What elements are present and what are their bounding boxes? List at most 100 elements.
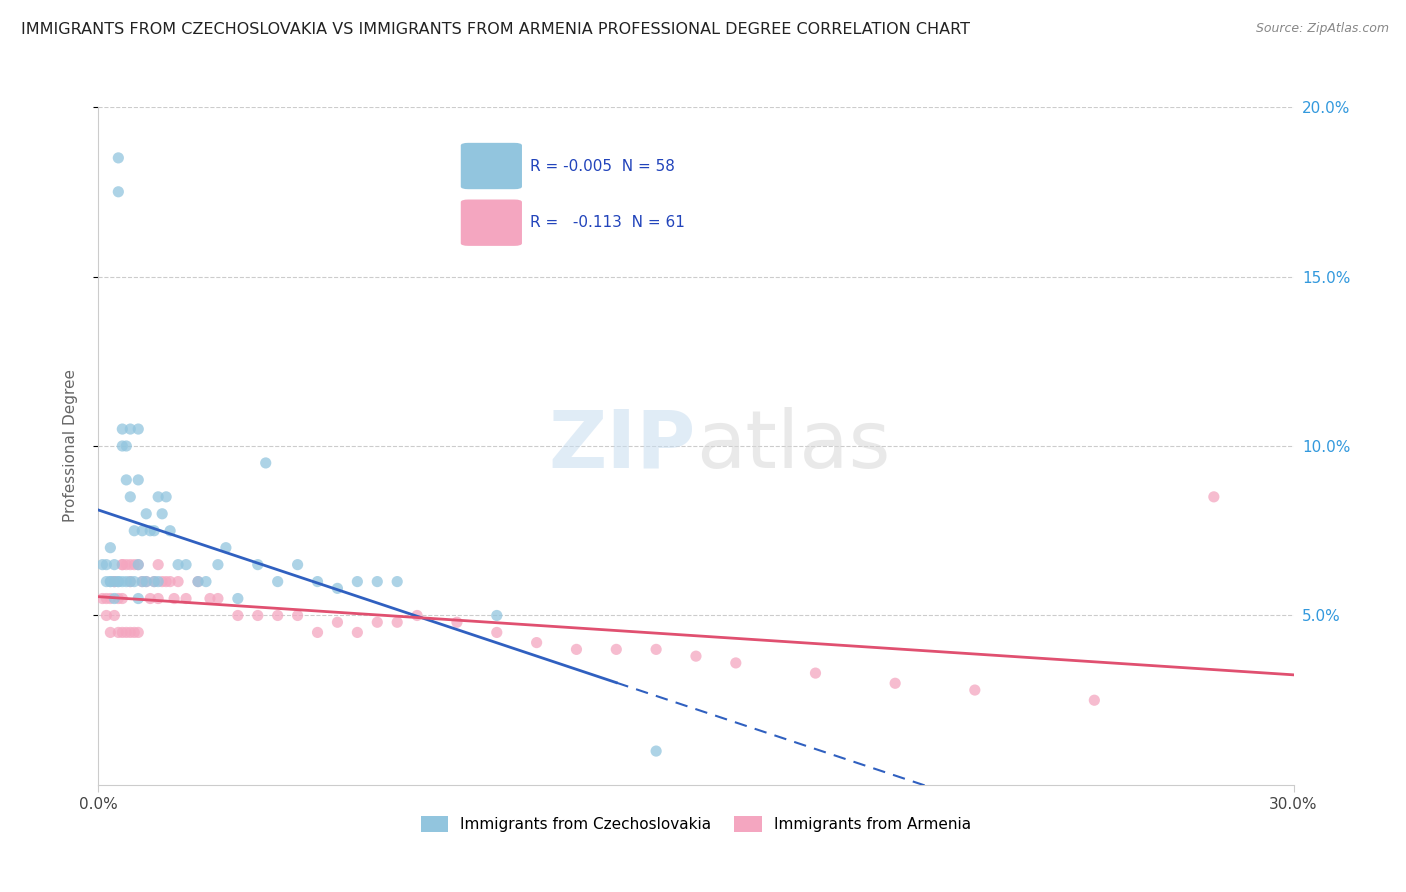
Point: [215, 541, 238, 555]
Point: [111, 422, 134, 436]
Point: [139, 524, 162, 538]
Point: [167, 558, 190, 572]
Point: [207, 558, 229, 572]
Point: [98, 541, 122, 555]
Point: [195, 574, 218, 589]
Point: [148, 490, 170, 504]
Point: [115, 473, 138, 487]
Point: [150, 507, 173, 521]
Point: [645, 642, 668, 657]
Point: [103, 574, 125, 589]
Point: [96, 574, 118, 589]
Point: [111, 558, 134, 572]
Point: [526, 635, 548, 649]
Point: [187, 574, 209, 589]
Point: [267, 574, 290, 589]
Point: [103, 574, 125, 589]
Point: [103, 608, 125, 623]
Point: [111, 439, 134, 453]
Point: [103, 574, 125, 589]
Point: [159, 574, 181, 589]
Point: [366, 574, 388, 589]
Legend: Immigrants from Czechoslovakia, Immigrants from Armenia: Immigrants from Czechoslovakia, Immigran…: [415, 810, 977, 838]
Point: [107, 574, 129, 589]
Point: [804, 666, 827, 681]
Point: [131, 574, 153, 589]
Point: [98, 625, 122, 640]
Point: [1083, 693, 1105, 707]
Point: [155, 574, 177, 589]
Point: [884, 676, 907, 690]
Point: [120, 422, 142, 436]
Point: [1202, 490, 1225, 504]
Point: [366, 615, 388, 630]
Point: [406, 608, 429, 623]
Point: [98, 591, 122, 606]
Point: [446, 615, 468, 630]
Point: [115, 558, 138, 572]
Point: [174, 558, 197, 572]
Point: [111, 574, 134, 589]
Point: [385, 574, 409, 589]
Point: [724, 656, 747, 670]
Point: [963, 683, 986, 698]
Text: Source: ZipAtlas.com: Source: ZipAtlas.com: [1256, 22, 1389, 36]
Point: [226, 608, 249, 623]
Point: [685, 649, 707, 664]
Point: [187, 574, 209, 589]
Point: [254, 456, 277, 470]
Point: [346, 625, 368, 640]
Point: [326, 615, 349, 630]
Point: [143, 524, 166, 538]
Point: [148, 558, 170, 572]
Point: [115, 574, 138, 589]
Point: [287, 608, 309, 623]
Point: [385, 615, 409, 630]
Point: [226, 591, 249, 606]
Point: [346, 574, 368, 589]
Point: [127, 473, 149, 487]
Point: [155, 490, 177, 504]
Point: [127, 422, 149, 436]
Text: IMMIGRANTS FROM CZECHOSLOVAKIA VS IMMIGRANTS FROM ARMENIA PROFESSIONAL DEGREE CO: IMMIGRANTS FROM CZECHOSLOVAKIA VS IMMIGR…: [21, 22, 970, 37]
Point: [605, 642, 627, 657]
Point: [111, 591, 134, 606]
Point: [111, 625, 134, 640]
Point: [159, 524, 181, 538]
Point: [96, 558, 118, 572]
Point: [120, 574, 142, 589]
Point: [198, 591, 221, 606]
Point: [167, 574, 190, 589]
Point: [124, 625, 146, 640]
Point: [143, 574, 166, 589]
Point: [163, 591, 186, 606]
Point: [131, 524, 153, 538]
Point: [103, 591, 125, 606]
Point: [115, 625, 138, 640]
Point: [98, 574, 122, 589]
Point: [246, 608, 269, 623]
Point: [135, 574, 157, 589]
Point: [207, 591, 229, 606]
Text: ZIP: ZIP: [548, 407, 696, 485]
Point: [96, 591, 118, 606]
Point: [246, 558, 269, 572]
Point: [267, 608, 290, 623]
Point: [107, 185, 129, 199]
Point: [485, 608, 508, 623]
Point: [107, 625, 129, 640]
Point: [120, 574, 142, 589]
Point: [120, 625, 142, 640]
Point: [124, 574, 146, 589]
Point: [107, 574, 129, 589]
Point: [326, 582, 349, 596]
Point: [127, 558, 149, 572]
Point: [485, 625, 508, 640]
Point: [124, 558, 146, 572]
Point: [135, 507, 157, 521]
Point: [139, 591, 162, 606]
Point: [124, 524, 146, 538]
Point: [143, 574, 166, 589]
Point: [150, 574, 173, 589]
Point: [148, 591, 170, 606]
